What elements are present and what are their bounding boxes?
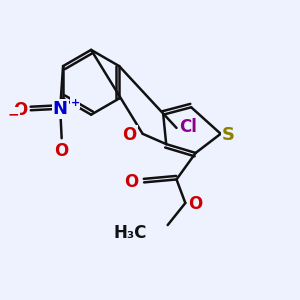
Text: S: S xyxy=(222,126,235,144)
Text: O: O xyxy=(188,196,203,214)
Text: O: O xyxy=(55,142,69,160)
Text: Cl: Cl xyxy=(179,118,197,136)
Text: N: N xyxy=(53,100,68,118)
Text: O: O xyxy=(124,173,138,191)
Text: +: + xyxy=(70,98,80,108)
Text: H₃C: H₃C xyxy=(114,224,147,242)
Text: −: − xyxy=(7,108,19,122)
Text: O: O xyxy=(122,126,137,144)
Text: O: O xyxy=(13,101,27,119)
